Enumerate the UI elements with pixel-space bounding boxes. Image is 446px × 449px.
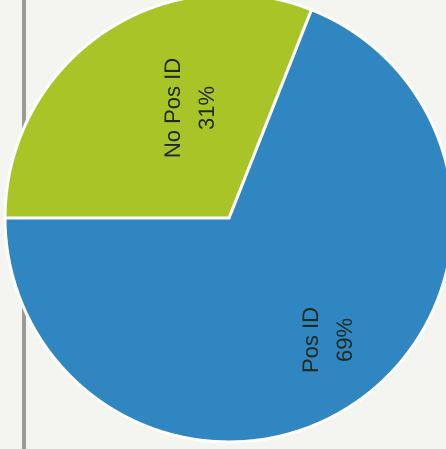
slice-label-percent: 69%: [332, 318, 357, 362]
slice-label-name: No Pos ID: [160, 58, 185, 158]
pie-slice-no-pos-id: [3, 0, 314, 220]
slice-label-name: Pos ID: [298, 307, 323, 373]
slice-label-group-0: Pos ID 69%: [298, 307, 357, 373]
slice-label-group-1: No Pos ID 31%: [160, 58, 219, 158]
pie-slice-pos-id: [3, 7, 446, 444]
slice-label-percent: 31%: [194, 86, 219, 130]
